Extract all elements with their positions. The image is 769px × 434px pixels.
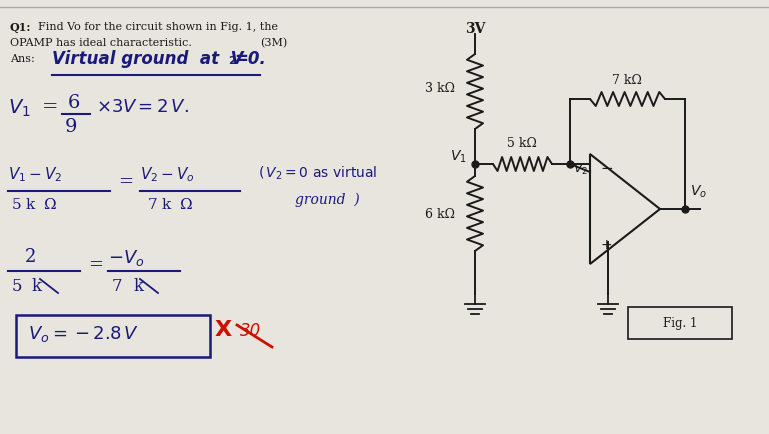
Text: =: = (42, 98, 58, 116)
Text: Find Vo for the circuit shown in Fig. 1, the: Find Vo for the circuit shown in Fig. 1,… (38, 22, 278, 32)
Text: 7: 7 (112, 277, 122, 294)
Text: 7 kΩ: 7 kΩ (612, 74, 642, 87)
Text: k: k (134, 277, 144, 294)
Text: 6: 6 (68, 94, 81, 112)
Text: 9: 9 (65, 118, 78, 136)
Text: =: = (88, 256, 103, 273)
Text: 6 kΩ: 6 kΩ (425, 208, 455, 221)
Text: 30: 30 (240, 321, 261, 339)
Text: k: k (32, 277, 42, 294)
Text: +: + (600, 237, 611, 251)
Text: $V_2 - V_o$: $V_2 - V_o$ (140, 164, 195, 183)
Text: 5: 5 (12, 277, 22, 294)
Text: Ans:: Ans: (10, 54, 35, 64)
Text: k: k (162, 197, 171, 211)
Text: X: X (215, 319, 232, 339)
Text: 5: 5 (12, 197, 22, 211)
Text: $V_o$: $V_o$ (690, 184, 707, 200)
Text: 5 kΩ: 5 kΩ (507, 137, 537, 150)
Text: =0.: =0. (234, 50, 266, 68)
Text: ground  ): ground ) (295, 193, 360, 207)
Text: OPAMP has ideal characteristic.: OPAMP has ideal characteristic. (10, 38, 192, 48)
Text: Ω: Ω (180, 197, 192, 211)
Text: $(\,V_2 = 0\ \mathrm{as\ virtual}$: $(\,V_2 = 0\ \mathrm{as\ virtual}$ (258, 164, 378, 182)
Text: $\times 3V = 2\,V.$: $\times 3V = 2\,V.$ (96, 98, 189, 116)
Text: (3M): (3M) (260, 38, 288, 48)
Text: $V_1$: $V_1$ (451, 149, 467, 165)
Text: $V_1$: $V_1$ (8, 98, 31, 119)
Text: $V_1 - V_2$: $V_1 - V_2$ (8, 164, 62, 183)
Text: Ω: Ω (44, 197, 57, 211)
Text: −: − (600, 161, 613, 176)
Text: Virtual ground  at  V: Virtual ground at V (52, 50, 244, 68)
Text: 7: 7 (148, 197, 158, 211)
Text: $- V_o$: $- V_o$ (108, 247, 145, 267)
Text: 3 kΩ: 3 kΩ (425, 81, 455, 94)
Text: Q1:: Q1: (10, 22, 32, 33)
Text: 3V: 3V (464, 22, 485, 36)
Text: =: = (118, 173, 133, 191)
Text: $V_2$: $V_2$ (573, 161, 588, 177)
Text: 2: 2 (228, 56, 236, 66)
Text: $V_o = -2.8\,V$: $V_o = -2.8\,V$ (28, 323, 139, 343)
Text: 2: 2 (25, 247, 36, 265)
Text: Fig. 1: Fig. 1 (663, 317, 697, 330)
Text: k: k (26, 197, 35, 211)
